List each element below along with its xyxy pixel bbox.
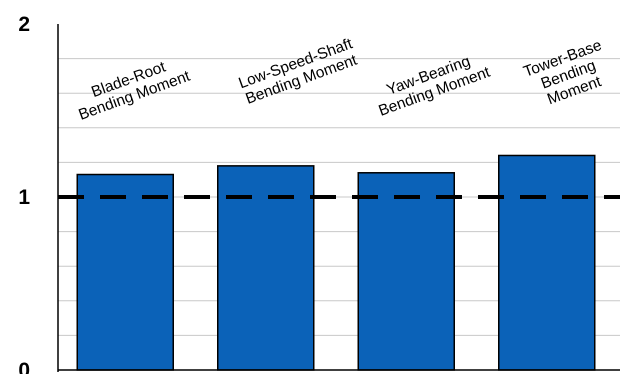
y-tick-label: 2 <box>18 13 30 36</box>
bar <box>217 165 315 371</box>
y-tick-label: 0 <box>18 359 30 374</box>
axes <box>57 24 620 372</box>
y-tick-labels: 0 1 2 <box>18 13 30 374</box>
bar <box>498 154 596 371</box>
bar <box>357 172 455 371</box>
bars <box>76 154 596 371</box>
y-tick-label: 1 <box>18 186 30 209</box>
bar <box>76 173 174 371</box>
